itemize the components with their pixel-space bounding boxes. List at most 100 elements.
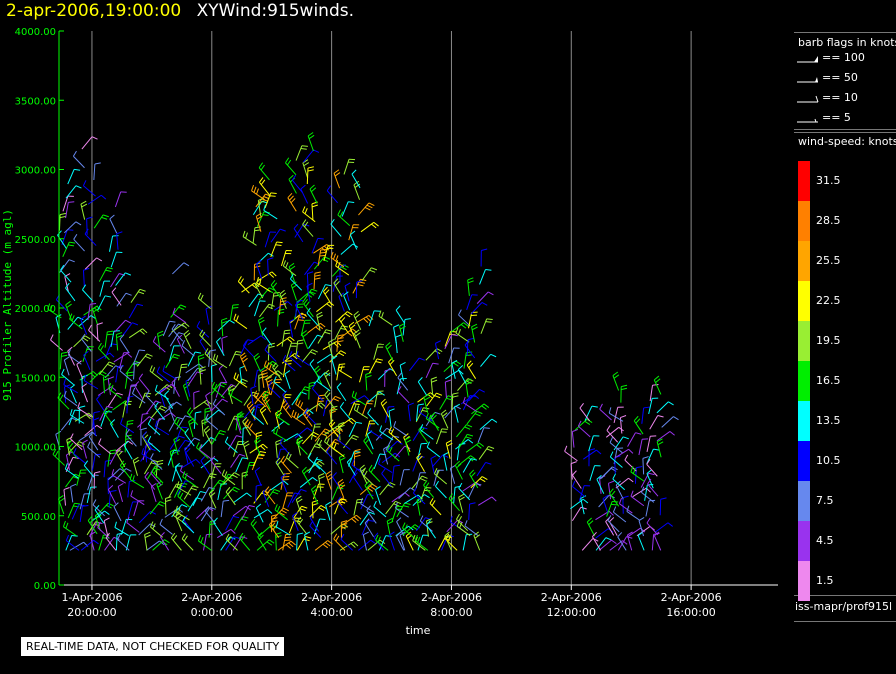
barb-flag — [388, 408, 395, 412]
wind-barb — [599, 403, 612, 421]
barb-staff — [110, 331, 115, 347]
barb-staff — [374, 391, 379, 408]
barb-staff — [276, 526, 291, 536]
barb-staff — [60, 269, 72, 283]
barb-flag — [347, 332, 353, 337]
barb-flag — [120, 418, 123, 425]
wind-barb — [458, 493, 465, 513]
barb-staff — [301, 333, 309, 350]
barb-staff — [317, 329, 327, 344]
barb-flag — [292, 354, 298, 360]
barb-flag — [348, 419, 354, 425]
barb-staff — [308, 334, 318, 349]
wind-barb — [119, 365, 133, 382]
wind-barb — [339, 401, 351, 420]
barb-flag — [370, 466, 375, 473]
barb-flag — [572, 429, 579, 433]
wind-barb — [326, 185, 338, 204]
barb-staff — [140, 448, 151, 462]
barb-flag — [132, 456, 139, 461]
wind-barb — [212, 353, 228, 369]
barb-flag — [71, 534, 78, 537]
barb-staff — [62, 195, 69, 212]
barb-flag — [304, 221, 309, 228]
wind-barb — [291, 409, 306, 426]
barb-flag — [236, 435, 243, 438]
barb-flag — [339, 363, 346, 366]
wind-barb — [131, 387, 146, 404]
wind-barb — [478, 445, 495, 460]
wind-barb — [394, 502, 409, 518]
barb-flag — [177, 508, 183, 513]
wind-barb — [105, 532, 117, 551]
wind-barb — [250, 518, 261, 538]
barb-staff — [607, 520, 620, 533]
barb-50-icon — [797, 77, 818, 83]
barb-staff — [385, 435, 394, 451]
barb-staff — [203, 473, 212, 489]
wind-barb — [595, 510, 614, 521]
speed-legend-title: wind-speed: knots — [798, 135, 896, 148]
barb-flag — [119, 334, 125, 340]
barb-staff — [132, 349, 140, 366]
wind-barb — [211, 430, 226, 445]
barb-staff — [361, 267, 372, 282]
barb-staff — [147, 441, 161, 453]
wind-barb — [227, 415, 241, 431]
barb-flag — [300, 148, 307, 150]
barb-staff — [98, 267, 108, 282]
barb-flag — [321, 247, 327, 253]
barb-staff — [324, 439, 336, 453]
barb-flag — [241, 355, 247, 360]
wind-barb — [467, 483, 482, 499]
wind-barb — [282, 360, 292, 378]
wind-barb — [170, 532, 182, 551]
barb-flag — [339, 211, 344, 218]
wind-barb — [613, 406, 624, 423]
barb-staff — [129, 479, 145, 489]
barb-staff — [316, 380, 331, 392]
barb-staff — [264, 349, 277, 362]
barb-staff — [476, 291, 489, 304]
wind-barb — [615, 480, 624, 500]
barb-flag — [311, 485, 317, 490]
wind-barb — [270, 480, 289, 491]
wind-barb — [264, 344, 277, 362]
barb-flag — [580, 495, 587, 499]
wind-barb — [314, 365, 323, 385]
wind-barb — [612, 473, 626, 491]
barb-flag — [93, 411, 100, 414]
barb-staff — [368, 310, 375, 327]
barb-flag — [83, 374, 87, 381]
barb-staff — [205, 409, 219, 421]
wind-barb — [140, 427, 147, 446]
barb-flag — [105, 409, 110, 416]
barb-staff — [115, 272, 126, 286]
barb-flag — [316, 462, 323, 467]
barb-staff — [381, 473, 392, 487]
barb-staff — [185, 381, 191, 397]
barb-flag — [365, 316, 371, 322]
barb-staff — [444, 381, 447, 398]
wind-barb — [455, 439, 474, 450]
wind-barb — [434, 340, 442, 360]
wind-barb — [197, 353, 205, 373]
barb-staff — [457, 369, 467, 384]
wind-barb — [373, 500, 387, 518]
barb-flag — [435, 340, 442, 344]
barb-flag — [458, 493, 465, 498]
barb-flag — [387, 484, 394, 488]
wind-barb — [63, 487, 70, 506]
barb-flag — [198, 356, 205, 360]
barb-staff — [360, 494, 369, 510]
barb-flag — [258, 162, 264, 168]
barb-legend: barb flags in knots == 100 == 50 == 10 =… — [794, 32, 896, 130]
wind-barb — [571, 429, 579, 448]
barb-staff — [136, 353, 148, 367]
wind-barb — [114, 521, 129, 536]
barb-flag — [366, 204, 373, 209]
barb-flag — [261, 198, 268, 202]
wind-barb — [63, 378, 78, 394]
barb-staff — [641, 491, 655, 503]
barb-flag — [73, 233, 78, 240]
